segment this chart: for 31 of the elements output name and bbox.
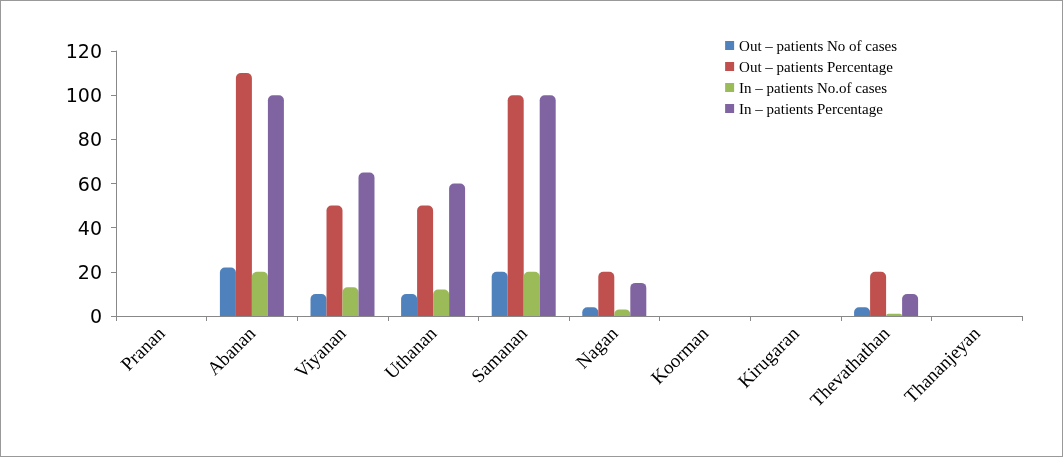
bar (310, 293, 327, 316)
legend-label: Out – patients Percentage (739, 58, 894, 75)
bar (342, 287, 359, 316)
bar (267, 95, 284, 316)
y-tick-label: 40 (77, 216, 102, 239)
bar (870, 271, 887, 316)
bar (630, 282, 647, 316)
y-tick-label: 0 (89, 305, 102, 327)
legend-label: Out – patients No of cases (739, 37, 898, 54)
bar (449, 183, 466, 316)
bar (219, 267, 236, 316)
bar (491, 271, 508, 316)
legend-label: In – patients No.of cases (739, 79, 888, 96)
bar (598, 271, 615, 316)
legend-label: In – patients Percentage (739, 100, 884, 117)
bar (358, 172, 375, 316)
y-tick-label: 120 (65, 40, 102, 62)
bar (539, 95, 556, 316)
y-tick-label: 60 (77, 172, 102, 195)
bar (507, 95, 524, 316)
bar (902, 293, 919, 316)
bar (326, 205, 343, 316)
bar (417, 205, 434, 316)
bar (433, 289, 450, 316)
y-tick-label: 100 (65, 84, 102, 107)
bar (235, 73, 252, 316)
bar (251, 271, 268, 316)
y-tick-label: 80 (77, 128, 102, 151)
bar (523, 271, 540, 316)
y-tick-label: 20 (77, 260, 102, 283)
bar (401, 293, 418, 316)
